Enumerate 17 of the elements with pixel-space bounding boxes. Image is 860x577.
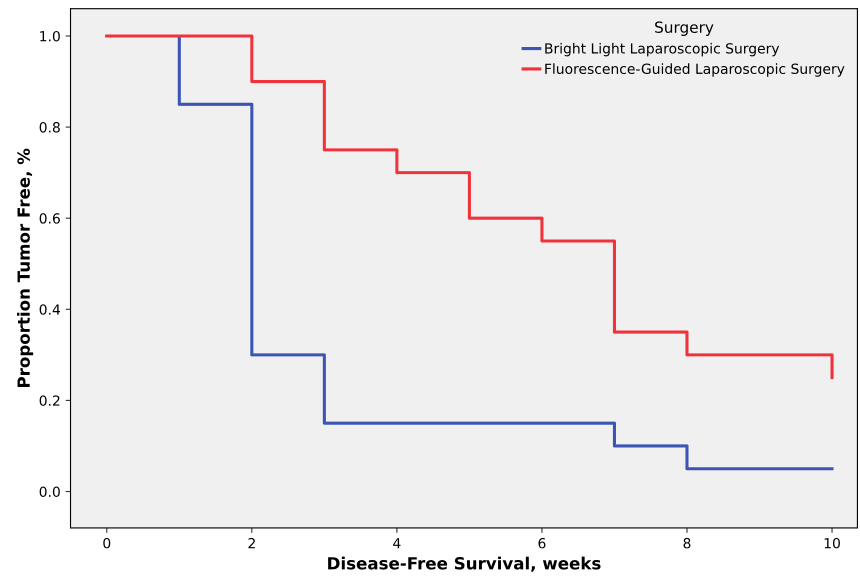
y-tick-label: 0.8 [40,122,60,133]
y-axis-title: Proportion Tumor Free, % [17,148,34,388]
x-tick-label: 8 [684,538,690,548]
x-tick-label: 10 [824,538,840,548]
legend-label: Fluorescence-Guided Laparoscopic Surgery [545,63,844,77]
x-tick-label: 6 [538,538,546,548]
x-tick-label: 0 [103,538,110,548]
y-tick-label: 0.6 [40,213,60,224]
legend-label: Bright Light Laparoscopic Surgery [545,42,780,56]
y-tick-label: 0.0 [40,486,60,497]
x-tick-label: 2 [248,538,255,548]
y-tick-label: 0.4 [40,304,60,315]
x-axis-title: Disease-Free Survival, weeks [328,556,601,572]
x-tick-label: 4 [393,538,401,548]
legend-title: Surgery [655,21,714,36]
y-tick-label: 0.2 [40,395,60,406]
y-tick-label: 1.0 [40,30,60,42]
